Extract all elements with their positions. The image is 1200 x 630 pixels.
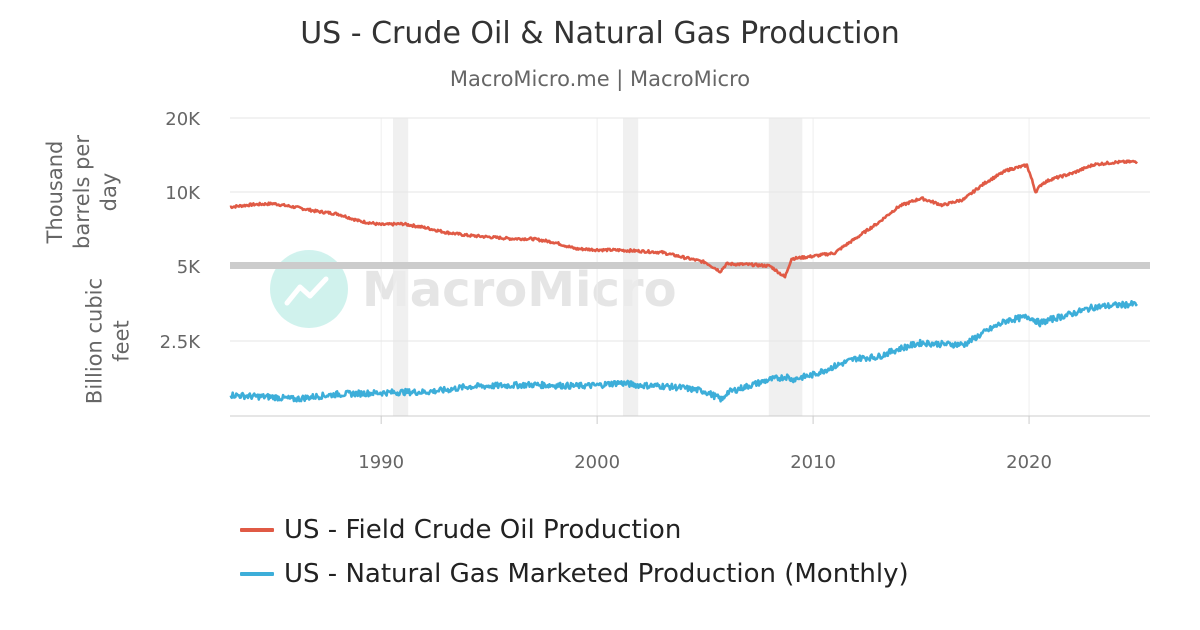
series-line-natural-gas — [229, 300, 1139, 403]
series-line-crude-oil — [229, 159, 1139, 279]
x-tick-label: 2010 — [790, 452, 836, 473]
y-axis-label-gas: Billion cubic feet — [83, 278, 134, 404]
y-axis-label-line: day — [97, 173, 121, 212]
gridlines — [230, 117, 1150, 424]
watermark: MacroMicro — [270, 250, 677, 328]
panel-divider — [230, 262, 1150, 269]
x-tick-labels: 1990 2000 2010 2020 — [358, 452, 1052, 473]
watermark-trend-icon — [284, 276, 329, 306]
y-axis-labels: Thousand barrels per day Billion cubic feet — [43, 135, 134, 404]
chart-title: US - Crude Oil & Natural Gas Production — [300, 16, 900, 51]
y-axis-label-line: Thousand — [43, 141, 67, 245]
legend-label-gas: US - Natural Gas Marketed Production (Mo… — [284, 559, 909, 589]
y-tick-label: 20K — [165, 109, 201, 130]
x-tick-label: 1990 — [358, 452, 404, 473]
x-tick-label: 2000 — [574, 452, 620, 473]
legend-swatch-oil — [240, 528, 274, 532]
legend-item-gas[interactable]: US - Natural Gas Marketed Production (Mo… — [240, 552, 909, 596]
y-axis-label-line: Billion cubic — [83, 278, 107, 404]
legend: US - Field Crude Oil Production US - Nat… — [240, 508, 909, 596]
watermark-logo-icon — [270, 250, 348, 328]
y-tick-labels: 20K 10K 5K 2.5K — [160, 109, 202, 353]
legend-item-oil[interactable]: US - Field Crude Oil Production — [240, 508, 909, 552]
y-tick-label: 5K — [177, 257, 201, 278]
legend-label-oil: US - Field Crude Oil Production — [284, 515, 682, 545]
series-lines — [229, 159, 1139, 403]
legend-swatch-gas — [240, 572, 274, 576]
y-tick-label: 2.5K — [160, 332, 202, 353]
y-axis-label-oil: Thousand barrels per day — [43, 135, 121, 249]
y-axis-label-line: barrels per — [70, 135, 94, 249]
x-tick-label: 2020 — [1006, 452, 1052, 473]
y-axis-label-line: feet — [110, 320, 134, 361]
y-tick-label: 10K — [165, 183, 201, 204]
chart-subtitle: MacroMicro.me | MacroMicro — [450, 67, 750, 92]
